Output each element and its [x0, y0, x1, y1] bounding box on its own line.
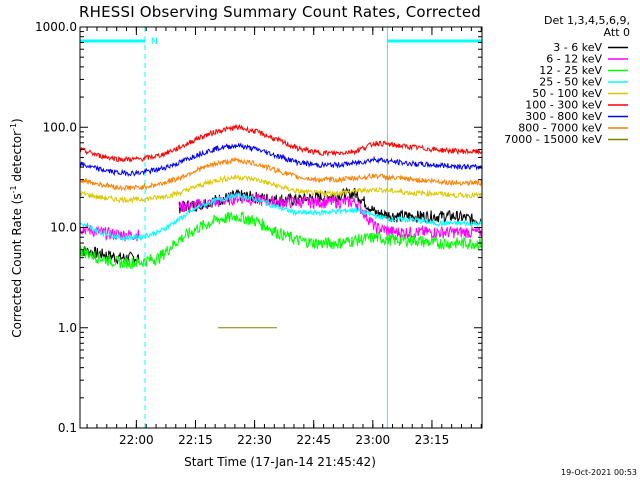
legend-label-8: 7000 - 15000 keV	[504, 133, 602, 146]
y-label-end: )	[10, 118, 24, 123]
x-tick-label-0: 22:00	[119, 433, 154, 447]
y-label-mid: detector	[10, 131, 24, 186]
y-tick-label-3: 1.0	[58, 321, 77, 335]
series-line-1	[79, 192, 483, 242]
legend-label-7: 800 - 7000 keV	[518, 122, 602, 135]
y-tick-label-0: 1000.0	[35, 20, 77, 34]
x-tick-label-1: 22:15	[178, 433, 213, 447]
x-tick-label-5: 23:15	[415, 433, 450, 447]
x-tick-label-2: 22:30	[237, 433, 272, 447]
y-tick-label-2: 10.0	[50, 221, 77, 235]
legend-label-6: 300 - 800 keV	[525, 110, 602, 123]
y-tick-label-4: 0.1	[58, 421, 77, 435]
legend-label-3: 25 - 50 keV	[539, 76, 602, 89]
series-line-2	[79, 211, 483, 270]
legend-header-2: Att 0	[604, 26, 630, 39]
legend-header-1: Det 1,3,4,5,6,9,	[544, 14, 630, 27]
legend-label-2: 12 - 25 keV	[539, 64, 602, 77]
x-tick-label-3: 22:45	[296, 433, 331, 447]
y-axis-label: Corrected Count Rate (s-1 detector-1)	[9, 118, 24, 337]
legend-label-0: 3 - 6 keV	[553, 41, 602, 54]
legend-label-4: 50 - 100 keV	[532, 87, 602, 100]
legend-label-1: 6 - 12 keV	[546, 53, 602, 66]
y-label-sup1: -1	[9, 185, 18, 193]
generated-timestamp: 19-Oct-2021 00:53	[561, 468, 637, 477]
series-layer	[79, 123, 483, 329]
axis-ticks: 1000.0 100.0 10.0 1.0 0.1 22:00 22:15 22:30 22:4…	[35, 20, 482, 447]
night-flag-label: N	[151, 37, 158, 47]
series-line-3	[79, 192, 483, 242]
series-line-7	[79, 156, 483, 192]
x-tick-label-4: 23:00	[356, 433, 391, 447]
series-line-6	[79, 142, 483, 178]
series-line-5	[79, 123, 483, 163]
x-axis-label: Start Time (17-Jan-14 21:45:42)	[184, 455, 376, 469]
series-line-4	[79, 173, 483, 205]
y-tick-label-1: 100.0	[43, 120, 77, 134]
legend-label-5: 100 - 300 keV	[525, 99, 602, 112]
y-label-base: Corrected Count Rate (s	[10, 193, 24, 337]
y-label-sup2: -1	[9, 123, 18, 131]
chart-title: RHESSI Observing Summary Count Rates, Co…	[79, 3, 481, 21]
